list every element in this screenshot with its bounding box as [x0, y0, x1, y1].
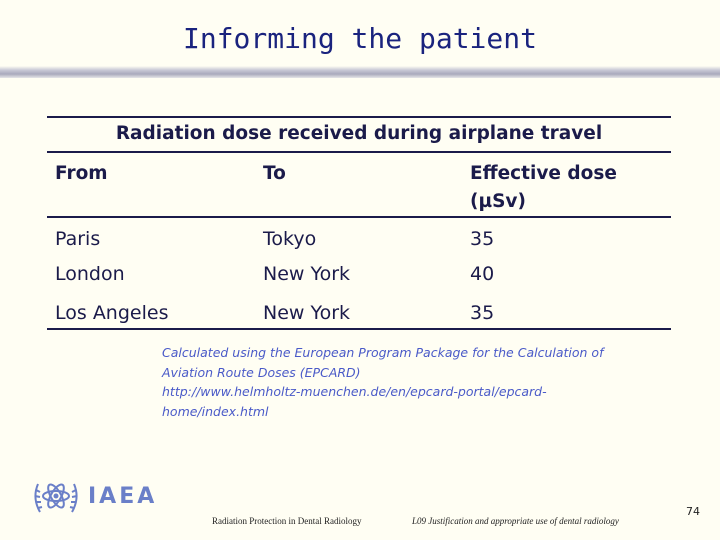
footer-lecture: L09 Justification and appropriate use of…	[412, 516, 619, 526]
row-to: New York	[263, 302, 351, 324]
header-effective-dose: Effective dose	[470, 163, 617, 184]
row-dose: 35	[470, 302, 495, 324]
table-top-rule	[47, 116, 671, 118]
source-link[interactable]: http://www.helmholtz-muenchen.de/en/epca…	[162, 384, 547, 399]
row-dose: 40	[470, 263, 495, 285]
row-from: Los Angeles	[55, 302, 169, 324]
header-from: From	[55, 163, 108, 184]
row-from: London	[55, 263, 125, 285]
page-number: 74	[686, 505, 700, 518]
footer-course: Radiation Protection in Dental Radiology	[212, 516, 362, 526]
note-line: Aviation Route Doses (EPCARD)	[162, 364, 361, 380]
caption-rule	[47, 151, 671, 153]
iaea-logo-text: IAEA	[88, 484, 158, 509]
header-to: To	[263, 163, 286, 184]
note-line: Calculated using the European Program Pa…	[162, 345, 604, 360]
title-band	[0, 0, 720, 78]
row-to: Tokyo	[263, 228, 317, 250]
row-dose: 35	[470, 228, 495, 250]
source-note: Calculated using the European Program Pa…	[162, 343, 652, 421]
slide-title: Informing the patient	[182, 22, 537, 55]
source-link[interactable]: home/index.html	[162, 403, 269, 419]
header-rule	[47, 216, 671, 218]
iaea-atom-wreath-icon	[28, 474, 84, 526]
table-caption: Radiation dose received during airplane …	[115, 123, 603, 144]
header-dose-unit: (µSv)	[470, 191, 526, 212]
row-from: Paris	[55, 228, 101, 250]
row-to: New York	[263, 263, 351, 285]
table-bottom-rule	[47, 328, 671, 330]
